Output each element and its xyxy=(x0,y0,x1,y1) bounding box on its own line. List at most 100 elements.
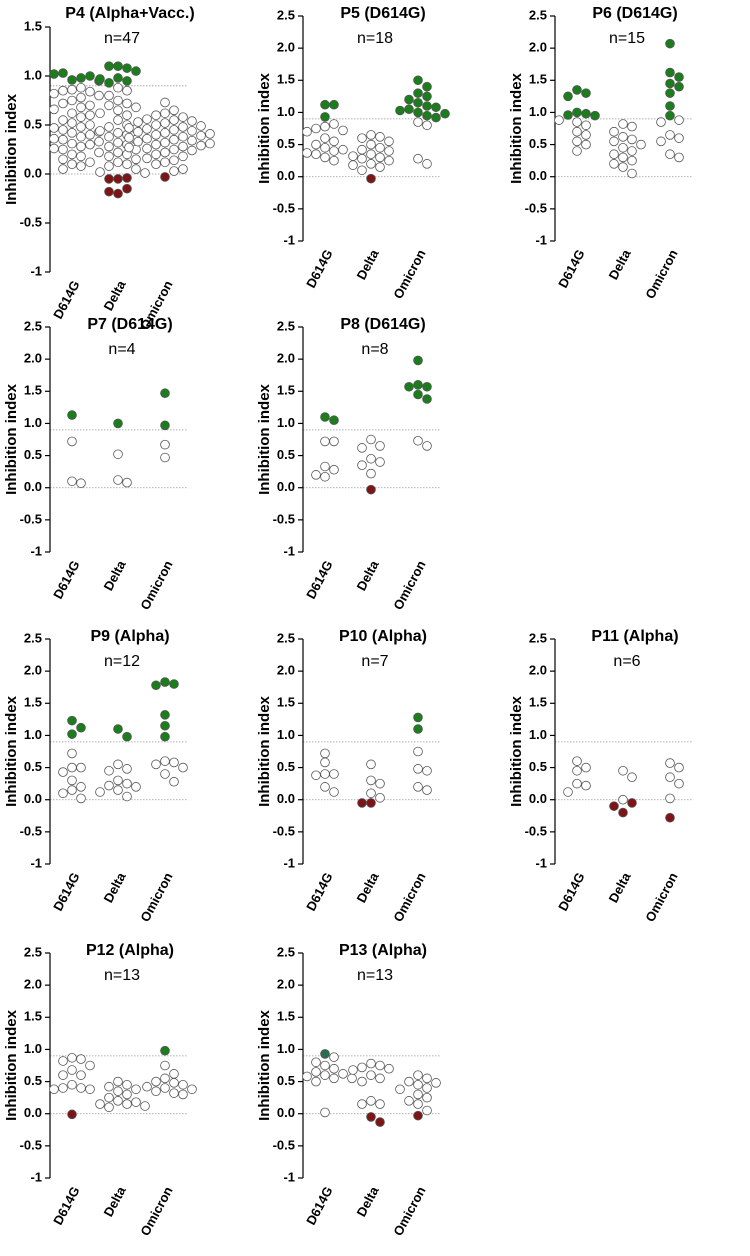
data-point xyxy=(160,452,170,463)
data-point xyxy=(627,168,637,179)
data-point xyxy=(395,1084,405,1095)
y-tick-label: 0.0 xyxy=(24,1105,42,1120)
data-point xyxy=(76,762,86,773)
x-tick-label: Omicron xyxy=(390,1184,428,1238)
data-point xyxy=(563,787,573,797)
data-point xyxy=(58,98,68,109)
data-point xyxy=(357,443,367,453)
y-tick-label: 2.5 xyxy=(24,630,42,645)
data-point xyxy=(58,1083,68,1093)
data-point xyxy=(178,164,188,174)
data-point xyxy=(49,104,59,115)
y-tick-label: -0.5 xyxy=(525,200,547,215)
data-point xyxy=(113,1086,123,1097)
data-point xyxy=(581,130,591,140)
data-point xyxy=(113,1096,123,1106)
data-point xyxy=(320,1107,330,1118)
data-point xyxy=(422,91,432,102)
data-point xyxy=(196,140,206,151)
data-point xyxy=(404,104,414,115)
data-point xyxy=(413,389,423,400)
data-point xyxy=(85,130,95,140)
y-tick-label: 2.0 xyxy=(529,40,547,55)
data-point xyxy=(422,110,432,121)
data-point xyxy=(329,119,339,129)
y-tick-label: -0.5 xyxy=(273,823,295,838)
data-point xyxy=(329,1073,339,1084)
y-tick-label: 0.0 xyxy=(277,168,295,183)
data-point xyxy=(187,145,197,156)
data-point xyxy=(104,1081,114,1092)
data-point xyxy=(422,120,432,131)
y-tick-label: 1.5 xyxy=(277,383,295,398)
data-point xyxy=(76,782,86,792)
data-point xyxy=(58,125,68,135)
data-point xyxy=(95,1099,105,1109)
y-tick-label: 1.5 xyxy=(24,18,42,33)
y-tick-label: 1.0 xyxy=(277,727,295,742)
data-point xyxy=(618,162,628,172)
data-point xyxy=(113,115,123,125)
y-tick-label: -0.5 xyxy=(273,511,295,526)
data-point xyxy=(572,778,582,789)
panel-subtitle: n=6 xyxy=(613,653,640,670)
data-point xyxy=(160,439,170,450)
data-point xyxy=(76,1070,86,1080)
data-point xyxy=(85,110,95,120)
data-point xyxy=(131,154,141,165)
data-point xyxy=(627,772,637,783)
data-point xyxy=(375,1117,385,1127)
data-point xyxy=(413,782,423,792)
data-point xyxy=(366,484,376,495)
data-point xyxy=(665,793,675,804)
data-point xyxy=(124,123,134,133)
data-point xyxy=(122,98,132,109)
data-point xyxy=(76,141,86,152)
data-point xyxy=(357,144,367,155)
data-point xyxy=(140,1101,150,1111)
data-point xyxy=(384,155,394,166)
data-point xyxy=(76,122,86,132)
y-tick-label: 1.5 xyxy=(24,383,42,398)
x-tick-label: Omicron xyxy=(390,558,428,612)
data-point xyxy=(76,151,86,162)
panel: P6 (D614G) n=15 Inhibition index -1 -0.5 0.0 0… xyxy=(508,5,693,301)
data-point xyxy=(169,125,179,135)
data-point xyxy=(413,153,423,164)
data-point xyxy=(67,762,77,773)
data-point xyxy=(196,130,206,141)
y-axis-label: Inhibition index xyxy=(3,1009,20,1120)
data-point xyxy=(665,67,675,78)
y-tick-label: -0.5 xyxy=(20,214,42,229)
y-tick-label: 2.0 xyxy=(24,663,42,678)
y-tick-label: -1 xyxy=(30,1169,42,1184)
data-point xyxy=(104,161,114,171)
data-point xyxy=(104,1092,114,1103)
data-point xyxy=(413,88,423,98)
data-point xyxy=(329,155,339,166)
data-point xyxy=(67,436,77,447)
y-tick-label: -1 xyxy=(283,1169,295,1184)
data-point xyxy=(413,1070,423,1080)
data-point xyxy=(366,149,376,160)
data-point xyxy=(160,1045,170,1056)
data-point xyxy=(422,1073,432,1084)
data-point xyxy=(375,778,385,789)
x-tick-label: Omicron xyxy=(642,870,680,924)
data-point xyxy=(113,137,123,148)
y-tick-label: 0.5 xyxy=(529,759,547,774)
data-point xyxy=(366,775,376,786)
y-axis-label: Inhibition index xyxy=(508,72,525,183)
data-point xyxy=(178,1089,188,1100)
data-point xyxy=(338,144,348,155)
data-point xyxy=(67,108,77,119)
data-point xyxy=(366,1096,376,1106)
data-point xyxy=(357,153,367,164)
data-point xyxy=(431,1078,441,1088)
data-point xyxy=(76,161,86,171)
data-point xyxy=(49,1084,59,1095)
x-tick-label: Omicron xyxy=(642,247,680,301)
data-point xyxy=(581,88,591,98)
data-point xyxy=(85,1060,95,1071)
data-point xyxy=(58,68,68,78)
